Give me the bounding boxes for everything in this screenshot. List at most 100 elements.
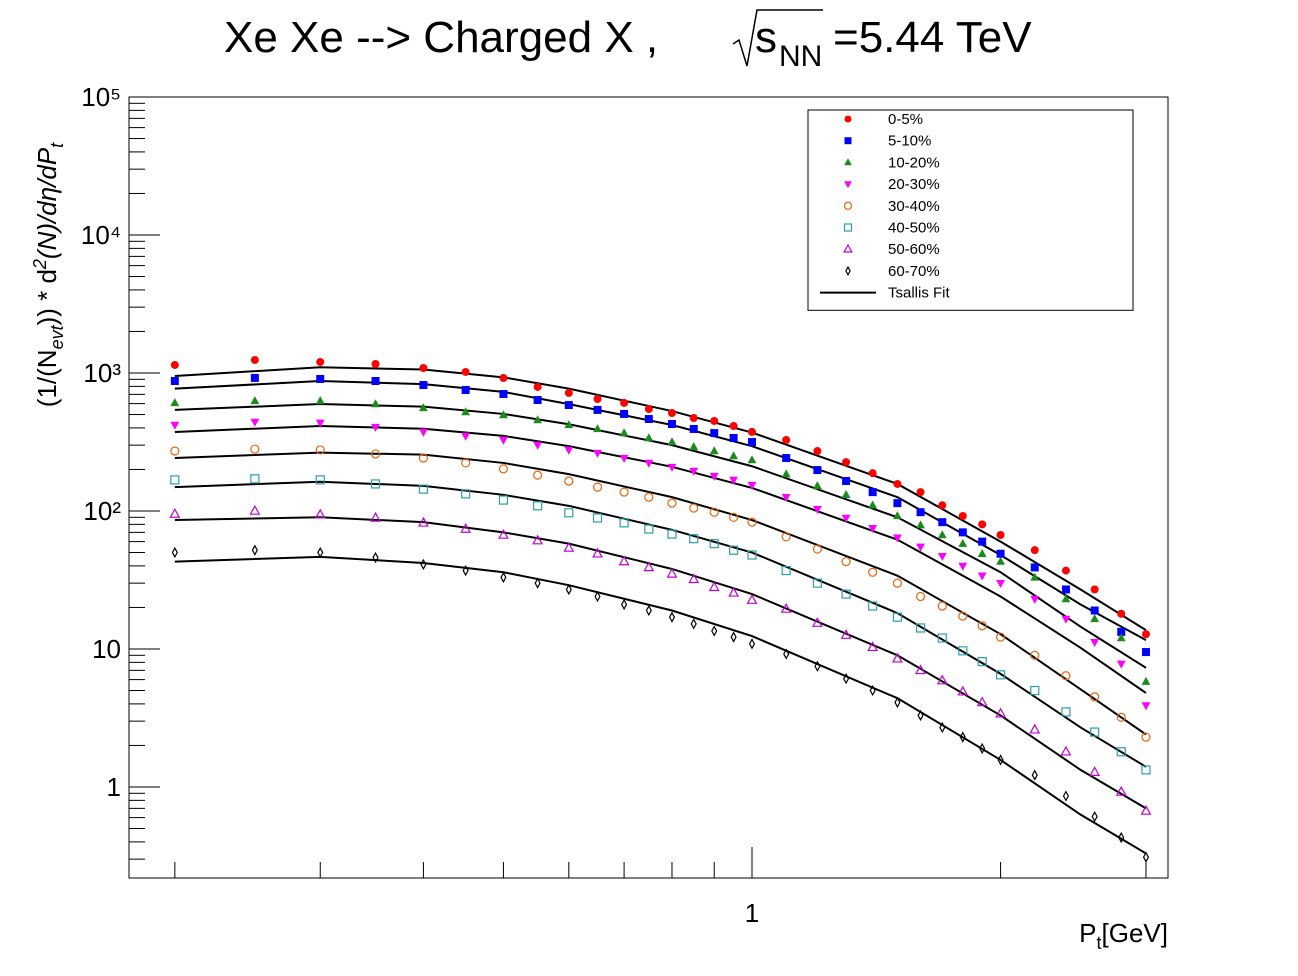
marker: [1116, 660, 1126, 669]
marker: [892, 578, 903, 588]
marker: [748, 438, 757, 447]
marker: [1030, 563, 1039, 572]
marker: [1030, 546, 1039, 555]
marker: [371, 359, 380, 368]
marker: [315, 445, 325, 455]
marker: [844, 115, 852, 123]
title-text: Xe Xe --> Charged X ,: [224, 13, 658, 62]
marker: [814, 660, 821, 672]
marker: [958, 511, 967, 520]
marker: [841, 514, 851, 523]
marker: [812, 481, 822, 490]
marker: [644, 405, 653, 414]
marker: [499, 390, 508, 399]
y-label-part: t: [47, 142, 67, 148]
legend-label: 30-40%: [888, 198, 940, 215]
marker: [958, 528, 967, 537]
y-label-part: evt: [47, 324, 67, 349]
marker: [315, 396, 325, 405]
marker: [619, 518, 629, 528]
marker: [1061, 594, 1071, 603]
marker: [500, 571, 507, 584]
marker: [644, 415, 653, 424]
marker: [170, 421, 180, 430]
marker: [315, 419, 325, 428]
marker: [843, 672, 850, 685]
marker: [667, 498, 677, 508]
marker: [1062, 790, 1070, 802]
marker: [1030, 572, 1040, 581]
marker: [316, 357, 325, 366]
marker: [958, 646, 968, 656]
marker: [169, 508, 181, 518]
marker: [729, 512, 739, 522]
marker: [730, 631, 737, 643]
marker: [916, 488, 925, 497]
marker: [782, 435, 791, 444]
marker: [995, 707, 1006, 718]
marker: [937, 601, 947, 611]
marker: [250, 373, 259, 382]
marker: [843, 243, 853, 253]
marker: [418, 484, 429, 494]
marker: [317, 546, 324, 559]
y-tick-label: 10⁴: [81, 220, 121, 250]
legend-box: [807, 109, 1134, 311]
marker: [461, 407, 471, 416]
marker: [844, 181, 852, 189]
marker: [645, 604, 652, 617]
marker: [420, 558, 427, 571]
marker: [812, 544, 822, 554]
y-tick-label: 10: [92, 634, 121, 664]
marker: [1061, 615, 1071, 624]
marker: [842, 458, 851, 467]
marker: [843, 223, 853, 232]
marker: [811, 617, 823, 627]
marker: [916, 508, 925, 517]
marker: [729, 476, 739, 485]
marker: [976, 696, 988, 707]
marker: [1060, 745, 1072, 756]
marker: [729, 421, 738, 430]
marker: [170, 446, 180, 456]
marker: [619, 428, 629, 437]
series: [170, 418, 1151, 711]
marker: [746, 594, 758, 604]
marker: [1089, 766, 1101, 776]
marker: [372, 551, 379, 564]
marker: [893, 479, 902, 488]
marker: [978, 520, 987, 529]
marker: [937, 553, 947, 562]
marker: [533, 470, 543, 480]
marker: [533, 441, 543, 450]
marker: [996, 549, 1005, 558]
marker: [894, 696, 901, 709]
marker: [564, 401, 573, 410]
marker: [460, 522, 472, 533]
legend-label: 20-30%: [888, 176, 940, 193]
marker: [844, 137, 852, 145]
series: [171, 544, 1150, 863]
marker: [689, 413, 698, 422]
marker: [868, 488, 877, 497]
marker: [781, 565, 791, 576]
marker: [499, 436, 508, 445]
marker: [644, 524, 654, 534]
marker: [1142, 851, 1150, 863]
marker: [1090, 614, 1100, 623]
marker: [958, 562, 968, 571]
marker: [1090, 692, 1100, 702]
marker: [812, 506, 822, 515]
marker: [644, 492, 654, 502]
marker: [957, 685, 969, 696]
marker: [1061, 566, 1070, 575]
marker: [643, 561, 655, 572]
y-axis-label: (1/(Nevt)) * d2(N)/dη/dPt: [30, 142, 67, 407]
marker: [620, 409, 629, 418]
series: [170, 373, 1150, 657]
marker: [619, 487, 629, 497]
sqrt-sign: [732, 9, 823, 67]
marker: [532, 534, 544, 545]
marker: [565, 583, 572, 596]
